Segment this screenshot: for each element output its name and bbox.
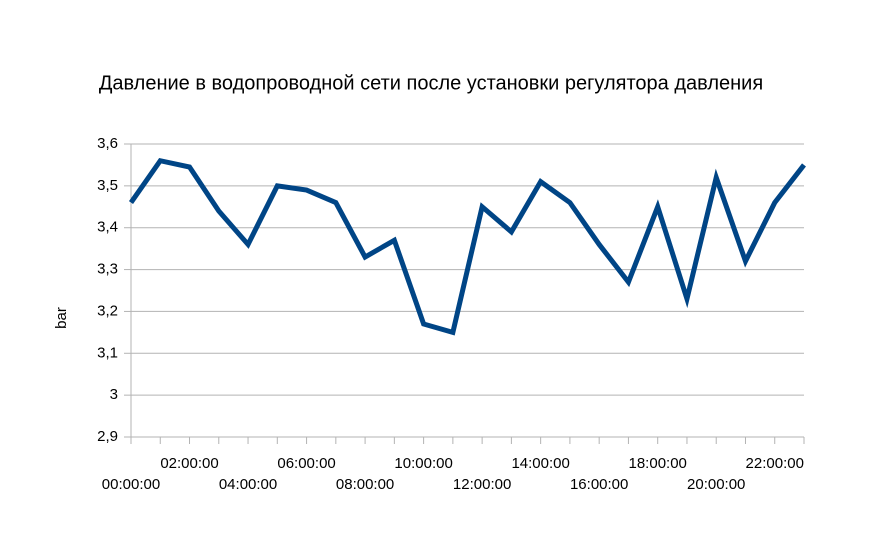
y-tick-label: 3,5: [97, 177, 118, 194]
y-tick-label: 3,2: [97, 302, 118, 319]
x-tick-label: 14:00:00: [511, 455, 569, 472]
y-tick-label: 2,9: [97, 428, 118, 445]
y-tick-label: 3: [110, 386, 118, 403]
y-tick-label: 3,4: [97, 219, 118, 236]
y-tick-label: 3,6: [97, 135, 118, 152]
x-tick-label: 16:00:00: [570, 476, 628, 493]
y-tick-label: 3,1: [97, 344, 118, 361]
x-tick-label: 12:00:00: [453, 476, 511, 493]
x-tick-label: 22:00:00: [746, 455, 804, 472]
y-tick-label: 3,3: [97, 261, 118, 278]
chart-title: Давление в водопроводной сети после уста…: [99, 72, 763, 94]
x-tick-label: 04:00:00: [219, 476, 277, 493]
x-tick-label: 06:00:00: [277, 455, 335, 472]
x-tick-label: 08:00:00: [336, 476, 394, 493]
x-tick-label: 18:00:00: [629, 455, 687, 472]
x-tick-label: 20:00:00: [687, 476, 745, 493]
data-line: [128, 157, 806, 336]
y-axis-label: bar: [53, 307, 70, 329]
x-tick-label: 10:00:00: [394, 455, 452, 472]
x-tick-label: 00:00:00: [102, 476, 160, 493]
x-tick-label: 02:00:00: [160, 455, 218, 472]
